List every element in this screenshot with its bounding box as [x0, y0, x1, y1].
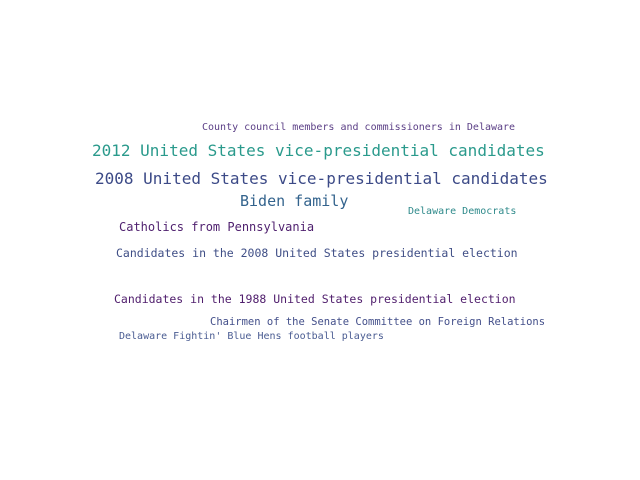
word-biden-family: Biden family [240, 192, 349, 210]
word-2012-vp-candidates: 2012 United States vice-presidential can… [92, 141, 545, 160]
word-county-council-members: County council members and commissioners… [202, 122, 516, 133]
word-2008-presidential-candidates: Candidates in the 2008 United States pre… [116, 246, 518, 260]
word-foreign-relations-chairmen: Chairmen of the Senate Committee on Fore… [210, 316, 546, 328]
word-catholics-from-pennsylvania: Catholics from Pennsylvania [119, 220, 315, 234]
word-blue-hens-football-players: Delaware Fightin' Blue Hens football pla… [119, 331, 384, 342]
word-2008-vp-candidates: 2008 United States vice-presidential can… [95, 169, 548, 188]
word-1988-presidential-candidates: Candidates in the 1988 United States pre… [114, 292, 516, 306]
word-delaware-democrats: Delaware Democrats [408, 206, 517, 217]
